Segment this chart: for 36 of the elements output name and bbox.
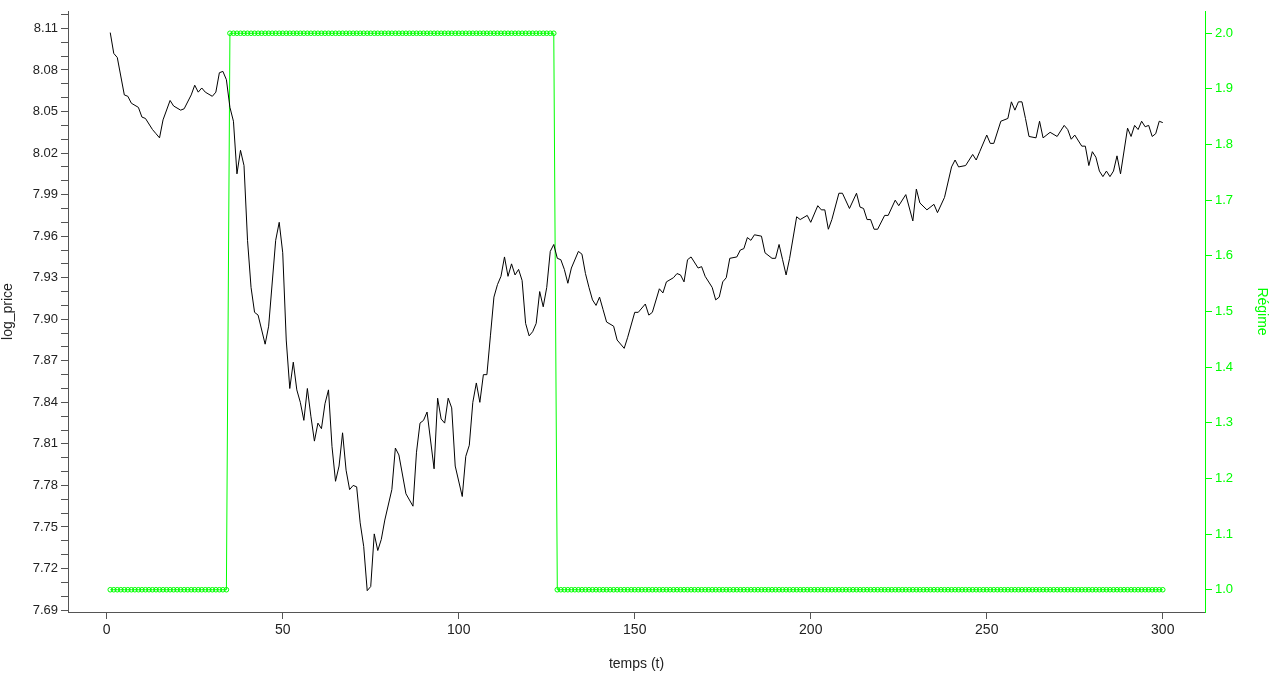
- y2-tick-label: 1.0: [1215, 581, 1234, 597]
- x-tick-label: 300: [1151, 621, 1175, 638]
- x-tick-label: 100: [447, 621, 471, 638]
- y2-tick-label: 1.4: [1215, 358, 1234, 374]
- y2-tick-label: 1.1: [1215, 525, 1234, 541]
- y-tick-label: 8.11: [33, 20, 58, 36]
- x-tick-label: 0: [102, 621, 111, 638]
- x-tick-label: 150: [623, 621, 647, 638]
- y-tick-label: 7.87: [32, 352, 58, 368]
- y-tick-label: 7.81: [32, 435, 58, 451]
- y-tick-label: 7.69: [32, 601, 58, 617]
- y-tick-label: 7.93: [32, 269, 58, 285]
- x-tick-label: 50: [274, 621, 291, 638]
- y-tick-label: 7.84: [32, 393, 58, 409]
- y2-tick-label: 2.0: [1215, 24, 1234, 40]
- y-tick-label: 7.99: [32, 186, 58, 202]
- y-tick-label: 7.96: [32, 227, 58, 243]
- y-tick-label: 7.72: [32, 560, 58, 576]
- y-axis-title: log_price: [0, 282, 16, 340]
- y-tick-label: 7.75: [32, 518, 58, 534]
- y2-axis-title: Régime: [1254, 287, 1270, 336]
- y2-tick-label: 1.3: [1215, 414, 1234, 430]
- y2-tick-label: 1.6: [1215, 247, 1234, 263]
- y2-tick-label: 1.8: [1215, 136, 1234, 152]
- y-tick-label: 8.08: [32, 61, 58, 77]
- x-tick-label: 200: [799, 621, 823, 638]
- x-tick-label: 250: [975, 621, 999, 638]
- y-tick-label: 8.02: [32, 144, 58, 160]
- y-tick-label: 8.05: [32, 103, 58, 119]
- y-tick-label: 7.78: [32, 477, 58, 493]
- y2-tick-label: 1.7: [1215, 191, 1234, 207]
- y2-tick-label: 1.5: [1215, 303, 1234, 319]
- y2-tick-label: 1.2: [1215, 470, 1234, 486]
- y-tick-label: 7.90: [32, 310, 58, 326]
- y2-tick-label: 1.9: [1215, 80, 1234, 96]
- x-axis-title: temps (t): [608, 655, 665, 672]
